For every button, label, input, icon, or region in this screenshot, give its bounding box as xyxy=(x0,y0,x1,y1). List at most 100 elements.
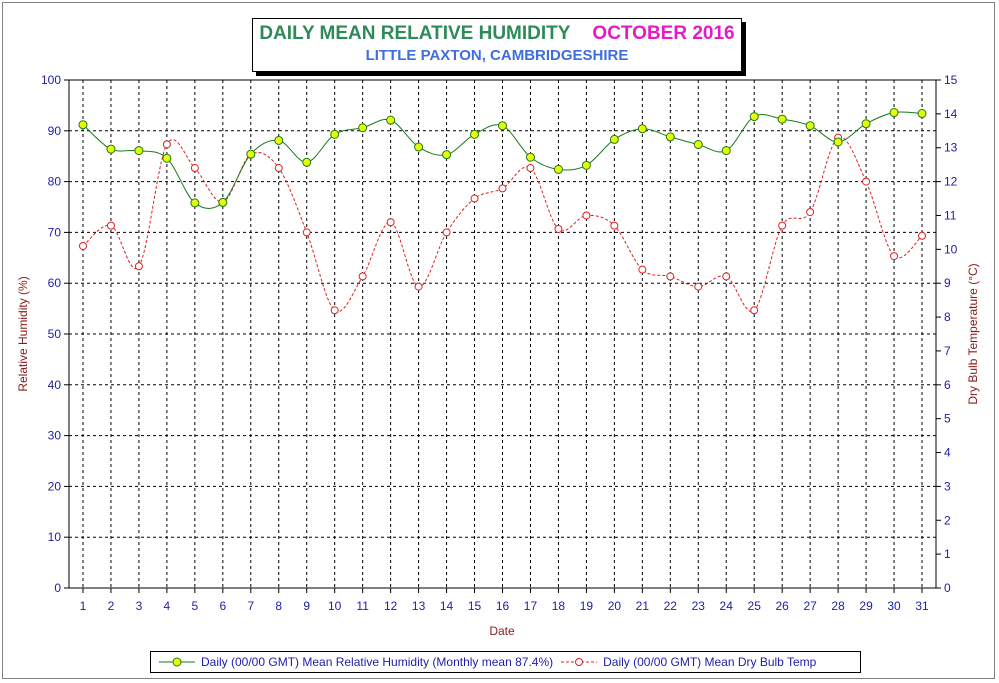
right-tick-label: 9 xyxy=(944,276,951,290)
x-tick-label: 31 xyxy=(915,599,929,613)
x-tick-label: 16 xyxy=(496,599,510,613)
rh-point xyxy=(498,121,507,131)
rh-point xyxy=(889,108,899,118)
temp-line xyxy=(82,136,923,313)
temp-point xyxy=(78,241,87,250)
right-tick-label: 13 xyxy=(944,141,958,155)
right-tick-label: 1 xyxy=(944,547,951,561)
left-tick-label: 70 xyxy=(48,225,62,239)
temp-point xyxy=(106,221,115,230)
rh-point xyxy=(749,112,759,122)
legend-item-rh: Daily (00/00 GMT) Mean Relative Humidity… xyxy=(157,655,553,669)
temp-point xyxy=(162,140,171,149)
rh-point xyxy=(665,132,675,142)
x-tick-label: 22 xyxy=(664,599,678,613)
temp-point xyxy=(778,221,787,230)
rh-point xyxy=(134,146,144,156)
temp-point xyxy=(470,194,479,203)
chart-title: DAILY MEAN RELATIVE HUMIDITY xyxy=(259,23,571,44)
left-tick-label: 50 xyxy=(48,327,62,341)
x-tick-label: 14 xyxy=(440,599,454,613)
temp-point xyxy=(694,282,703,291)
rh-point xyxy=(274,135,284,145)
x-tick-label: 19 xyxy=(580,599,594,613)
temp-point xyxy=(554,225,563,234)
x-tick-label: 12 xyxy=(384,599,398,613)
x-tick-label: 25 xyxy=(748,599,762,613)
right-tick-label: 14 xyxy=(944,107,958,121)
temp-point xyxy=(722,272,731,281)
left-tick-label: 20 xyxy=(48,479,62,493)
temp-point xyxy=(386,218,395,227)
right-tick-label: 3 xyxy=(944,479,951,493)
temp-point xyxy=(666,272,675,281)
legend-temp-label: Daily (00/00 GMT) Mean Dry Bulb Temp xyxy=(603,655,817,669)
rh-point xyxy=(302,157,312,167)
left-tick-label: 60 xyxy=(48,276,62,290)
left-tick-label: 10 xyxy=(48,530,62,544)
left-axis-ticks: 0 10 20 30 40 50 60 70 80 90 100 xyxy=(41,73,69,595)
x-tick-label: 3 xyxy=(136,599,143,613)
temp-point xyxy=(442,228,451,237)
temp-point xyxy=(526,164,535,173)
chart-subtitle: LITTLE PAXTON, CAMBRIDGESHIRE xyxy=(365,47,629,64)
left-tick-label: 100 xyxy=(41,73,61,87)
x-axis-ticks: 1 2 3 4 5 6 7 8 9 10 11 12 13 14 15 16 17 18 19 20 21 22 23 24 2… xyxy=(80,588,929,613)
rh-point xyxy=(693,140,703,150)
legend: Daily (00/00 GMT) Mean Relative Humidity… xyxy=(150,651,861,673)
right-tick-label: 5 xyxy=(944,412,951,426)
rh-point xyxy=(525,152,535,162)
rh-point xyxy=(246,149,256,159)
left-tick-label: 80 xyxy=(48,175,62,189)
temp-point xyxy=(498,184,507,193)
temp-point xyxy=(610,221,619,230)
right-tick-label: 10 xyxy=(944,242,958,256)
right-tick-label: 8 xyxy=(944,310,951,324)
right-tick-label: 6 xyxy=(944,378,951,392)
left-tick-label: 30 xyxy=(48,429,62,443)
x-tick-label: 30 xyxy=(887,599,901,613)
rh-point xyxy=(833,137,843,147)
rh-point xyxy=(609,134,619,144)
y2-axis-label: Dry Bulb Temperature (°C) xyxy=(966,263,980,404)
x-tick-label: 17 xyxy=(524,599,538,613)
x-tick-label: 8 xyxy=(275,599,282,613)
right-tick-label: 15 xyxy=(944,73,958,87)
temp-point xyxy=(862,177,871,186)
y-axis-label: Relative Humidity (%) xyxy=(16,276,30,391)
left-tick-label: 0 xyxy=(54,581,61,595)
rh-point xyxy=(470,129,480,139)
x-tick-label: 2 xyxy=(108,599,115,613)
rh-point xyxy=(78,120,88,130)
temp-point xyxy=(190,164,199,173)
temp-point xyxy=(414,282,423,291)
temp-point xyxy=(750,306,759,315)
rh-point xyxy=(637,124,647,134)
title-line: DAILY MEAN RELATIVE HUMIDITY OCTOBER 2016 xyxy=(253,23,741,45)
x-tick-label: 26 xyxy=(775,599,789,613)
x-tick-label: 20 xyxy=(608,599,622,613)
x-tick-label: 23 xyxy=(692,599,706,613)
x-tick-label: 24 xyxy=(720,599,734,613)
x-tick-label: 15 xyxy=(468,599,482,613)
rh-point xyxy=(358,123,368,133)
right-tick-label: 11 xyxy=(944,208,957,222)
x-tick-label: 28 xyxy=(831,599,845,613)
x-tick-label: 29 xyxy=(859,599,873,613)
temp-point xyxy=(358,272,367,281)
x-tick-label: 1 xyxy=(80,599,87,613)
left-tick-label: 90 xyxy=(48,124,62,138)
temp-point xyxy=(890,252,899,261)
chart-title-box: DAILY MEAN RELATIVE HUMIDITY OCTOBER 2016… xyxy=(252,18,742,72)
legend-rh-swatch xyxy=(159,657,195,667)
temp-point xyxy=(330,306,339,315)
left-tick-label: 40 xyxy=(48,378,62,392)
rh-point xyxy=(805,121,815,131)
rh-point xyxy=(386,115,396,125)
right-tick-label: 4 xyxy=(944,446,951,460)
rh-point xyxy=(861,119,871,129)
rh-point xyxy=(777,114,787,124)
rh-point xyxy=(106,144,116,154)
x-tick-label: 9 xyxy=(303,599,310,613)
